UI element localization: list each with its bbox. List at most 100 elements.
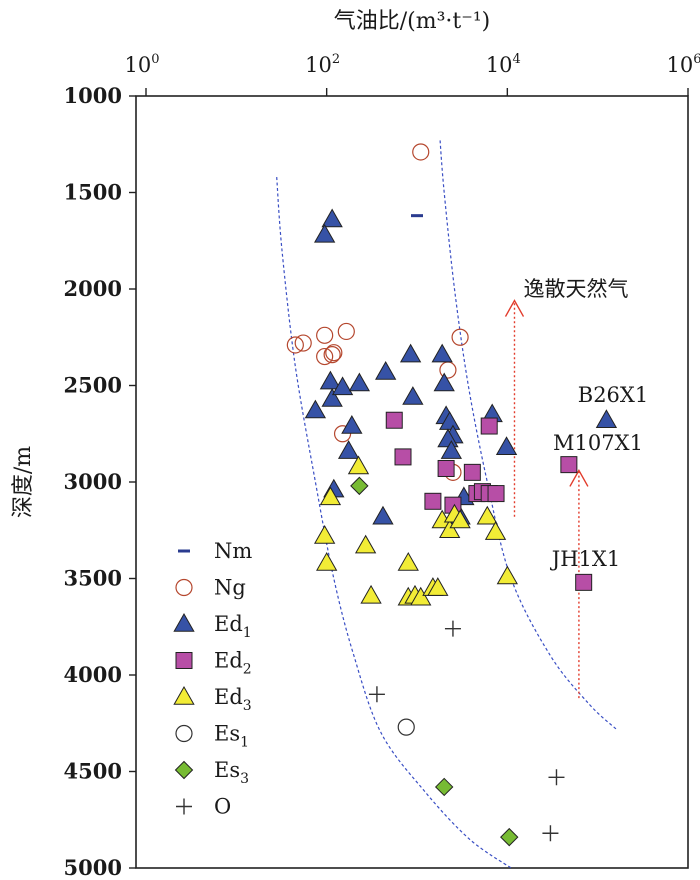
point-ed3-1 — [347, 455, 370, 475]
point-o-3 — [548, 769, 565, 786]
legend-marker — [175, 652, 193, 669]
annotation-label-2: B26X1 — [578, 383, 648, 407]
x-tick-label-1: 100 — [124, 52, 159, 77]
point-ed1-4 — [319, 370, 342, 390]
legend-label: Ed1 — [214, 612, 252, 641]
y-axis: 1000 1500 2000 2500 3000 3500 4000 4500 5000 — [64, 83, 136, 880]
point-ed3-2 — [313, 525, 336, 544]
point-ng-5 — [316, 347, 334, 366]
envelope-curves — [276, 140, 617, 869]
point-ed1-9 — [337, 440, 360, 459]
point-ed1-20 — [440, 440, 463, 459]
point-ed2-9 — [480, 417, 498, 435]
escape-gas-arrow-1 — [504, 299, 525, 517]
series-o — [368, 620, 565, 842]
y-tick-label-9: 5000 — [64, 855, 122, 880]
point-ng-6 — [323, 346, 341, 364]
y-tick-label-4: 2500 — [64, 373, 122, 398]
series-ed2 — [385, 411, 593, 591]
point-ed2-1 — [385, 411, 403, 429]
y-tick-label-2: 1500 — [64, 180, 122, 205]
point-ng-7 — [325, 344, 343, 362]
point-ed2-4 — [437, 459, 455, 477]
point-ed1-22 — [495, 436, 518, 455]
point-ed2-6 — [463, 463, 481, 481]
point-ed1-26 — [595, 409, 618, 428]
y-tick-label-5: 3000 — [64, 469, 122, 494]
legend: Nm Ng Ed1 Ed2 Ed3 Es1 Es3 O — [173, 539, 252, 819]
legend-item-es1: Es1 — [175, 722, 249, 751]
point-ed3-19 — [496, 565, 518, 585]
legend-label-subscript: 3 — [240, 771, 249, 787]
y-tick-label-8: 4500 — [64, 759, 122, 784]
point-ed3-6 — [360, 584, 382, 604]
point-o-1 — [444, 620, 461, 637]
point-ed1-7 — [348, 372, 371, 392]
legend-label: Ed3 — [214, 685, 252, 714]
legend-label: Es3 — [214, 758, 249, 787]
point-ng-2 — [286, 336, 304, 354]
legend-marker — [176, 798, 192, 815]
legend-label: Nm — [214, 539, 252, 563]
arrow-head — [569, 468, 589, 487]
annotation-label-1: 逸散天然气 — [524, 277, 629, 301]
point-ng-1 — [412, 143, 430, 161]
legend-item-ed2: Ed2 — [175, 649, 252, 678]
legend-item-ed1: Ed1 — [173, 612, 252, 641]
point-ed1-2 — [313, 223, 336, 243]
legend-label-subscript: 2 — [243, 662, 252, 678]
point-ng-11 — [451, 328, 469, 346]
point-ed1-8 — [341, 415, 363, 434]
point-o-2 — [368, 686, 385, 703]
legend-label-subscript: 1 — [243, 625, 252, 641]
point-ed3-7 — [397, 552, 419, 571]
y-tick-label-7: 4000 — [64, 662, 122, 687]
point-ed3-4 — [316, 552, 338, 571]
envelope-curve-1 — [276, 177, 512, 869]
legend-marker — [174, 760, 194, 780]
legend-marker — [175, 578, 193, 597]
y-tick-label-3: 2000 — [64, 276, 122, 301]
annotation-label-4: JH1X1 — [550, 547, 620, 571]
x-tick-exponent: 4 — [513, 52, 521, 67]
point-ed1-11 — [375, 360, 397, 380]
legend-label: O — [214, 795, 231, 819]
y-tick-label-6: 3500 — [64, 566, 122, 591]
series-ed3 — [313, 455, 518, 606]
series-es3 — [350, 476, 519, 847]
arrow-head — [504, 299, 525, 317]
point-ed1-13 — [402, 386, 424, 405]
x-axis: 100 102 104 106 — [124, 52, 700, 96]
point-ed1-1 — [321, 208, 343, 228]
x-tick-exponent: 6 — [693, 52, 700, 67]
series-es1 — [397, 718, 415, 736]
point-ng-8 — [337, 322, 355, 341]
point-ed3-17 — [476, 505, 498, 525]
data-points — [286, 143, 618, 847]
series-ed1 — [304, 208, 618, 525]
point-ed1-6 — [331, 376, 354, 396]
legend-item-ed3: Ed3 — [173, 685, 252, 714]
point-ed1-12 — [399, 343, 422, 363]
point-es3-3 — [500, 827, 519, 847]
legend-marker — [173, 612, 195, 632]
point-ng-4 — [316, 326, 334, 344]
x-tick-label-4: 106 — [666, 52, 700, 77]
point-ed3-18 — [484, 521, 507, 540]
point-ng-9 — [333, 425, 352, 443]
x-tick-label-2: 102 — [305, 52, 340, 77]
point-ed3-12 — [427, 577, 449, 596]
legend-marker — [173, 685, 195, 705]
legend-label-subscript: 3 — [243, 698, 252, 714]
legend-item-es3: Es3 — [174, 758, 249, 787]
legend-label: Ng — [214, 576, 246, 600]
point-ed2-12 — [560, 456, 578, 474]
point-ed2-13 — [575, 573, 593, 591]
arrows — [504, 299, 589, 699]
point-ed2-3 — [424, 492, 442, 510]
legend-label: Ed2 — [214, 649, 252, 678]
x-tick-label-3: 104 — [486, 52, 521, 77]
legend-item-o: O — [176, 795, 231, 819]
x-axis-title: 气油比/(m³·t⁻¹) — [334, 9, 491, 34]
